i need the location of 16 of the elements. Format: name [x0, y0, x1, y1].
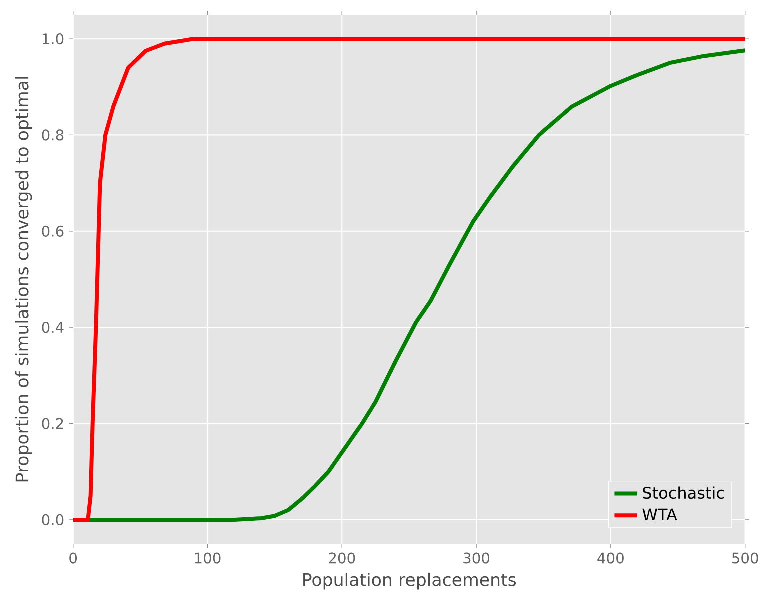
y-tick-label: 0.8: [42, 130, 64, 141]
legend-label: Stochastic: [643, 486, 724, 500]
x-axis-title: Population replacements: [304, 572, 516, 590]
x-tick-label: 300: [464, 552, 490, 564]
legend-label: WTA: [642, 508, 678, 521]
y-tick-label: 0.2: [42, 418, 64, 430]
y-axis-title: Proportion of simulations converged to optimal: [15, 77, 32, 482]
x-tick-label: 200: [329, 552, 356, 564]
x-tick-label: 500: [732, 552, 758, 564]
y-tick-label: 0.0: [42, 514, 64, 526]
x-tick-label: 100: [195, 552, 221, 564]
x-tick-label: 0: [70, 552, 78, 564]
y-tick-label: 0.4: [42, 322, 64, 334]
x-tick-label: 400: [598, 552, 624, 564]
y-tick-label: 1.0: [42, 34, 64, 45]
y-tick-label: 0.6: [42, 226, 64, 237]
